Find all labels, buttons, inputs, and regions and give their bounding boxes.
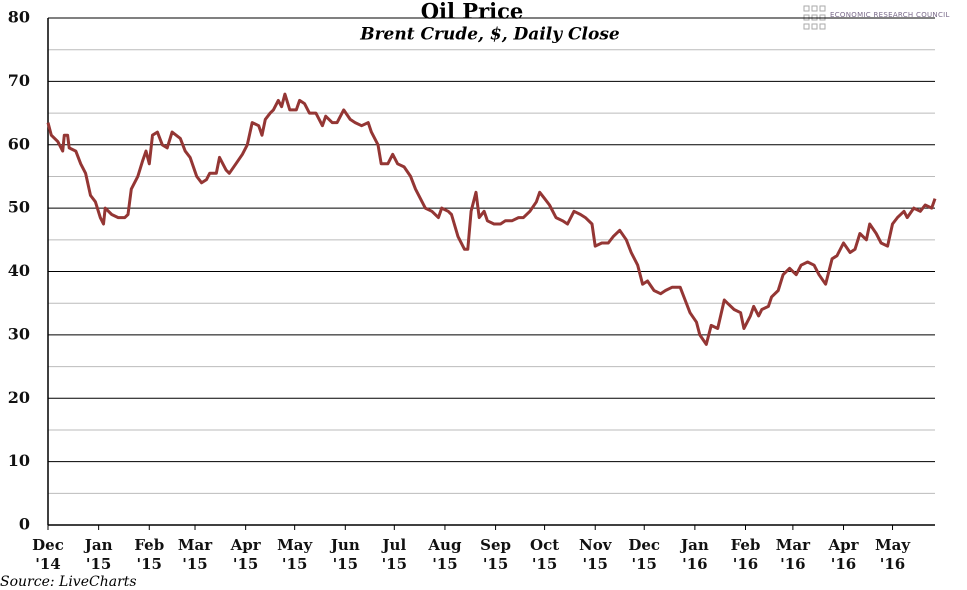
x-tick-label: Apr [230,536,262,554]
y-tick-label: 80 [8,8,30,27]
x-tick-label: Sep [480,536,511,554]
x-tick-year: '15 [382,555,407,573]
x-tick-label: Dec [32,536,64,554]
x-tick-label: Jan [679,536,709,554]
x-tick-label: Nov [579,536,613,554]
x-tick-year: '15 [137,555,162,573]
x-tick-label: May [277,536,313,554]
x-tick-label: Jan [83,536,113,554]
x-tick-label: Apr [828,536,860,554]
x-tick-label: Mar [776,536,811,554]
x-tick-label: Jun [329,536,360,554]
y-tick-label: 60 [8,134,30,153]
x-tick-year: '16 [780,555,805,573]
y-tick-label: 70 [8,71,30,90]
x-tick-year: '16 [831,555,856,573]
x-tick-year: '15 [333,555,358,573]
y-tick-label: 20 [8,388,30,407]
x-tick-year: '15 [182,555,207,573]
x-tick-year: '15 [86,555,111,573]
x-tick-label: Mar [178,536,213,554]
x-tick-label: Dec [628,536,660,554]
y-tick-label: 0 [19,515,30,534]
x-tick-year: '15 [282,555,307,573]
x-tick-year: '16 [880,555,905,573]
x-tick-year: '15 [631,555,656,573]
logo: Economic Research Council [830,11,950,19]
x-tick-label: Aug [427,536,462,554]
x-tick-label: Feb [731,536,761,554]
x-tick-year: '16 [682,555,707,573]
x-tick-year: '16 [733,555,758,573]
x-tick-label: May [875,536,911,554]
x-tick-label: Oct [530,536,559,554]
x-tick-year: '15 [233,555,258,573]
source: Source: LiveCharts [0,574,137,590]
x-tick-label: Jul [380,536,406,554]
y-tick-label: 40 [8,261,30,280]
chart-subtitle: Brent Crude, $, Daily Close [359,25,620,45]
x-tick-year: '15 [532,555,557,573]
x-tick-year: '15 [432,555,457,573]
price-line [46,92,937,346]
chart-title: Oil Price [421,0,524,24]
y-tick-label: 50 [8,198,30,217]
y-tick-label: 10 [8,451,30,470]
y-tick-label: 30 [8,324,30,343]
x-tick-year: '14 [35,555,60,573]
x-tick-year: '15 [582,555,607,573]
x-tick-label: Feb [134,536,164,554]
x-tick-year: '15 [483,555,508,573]
